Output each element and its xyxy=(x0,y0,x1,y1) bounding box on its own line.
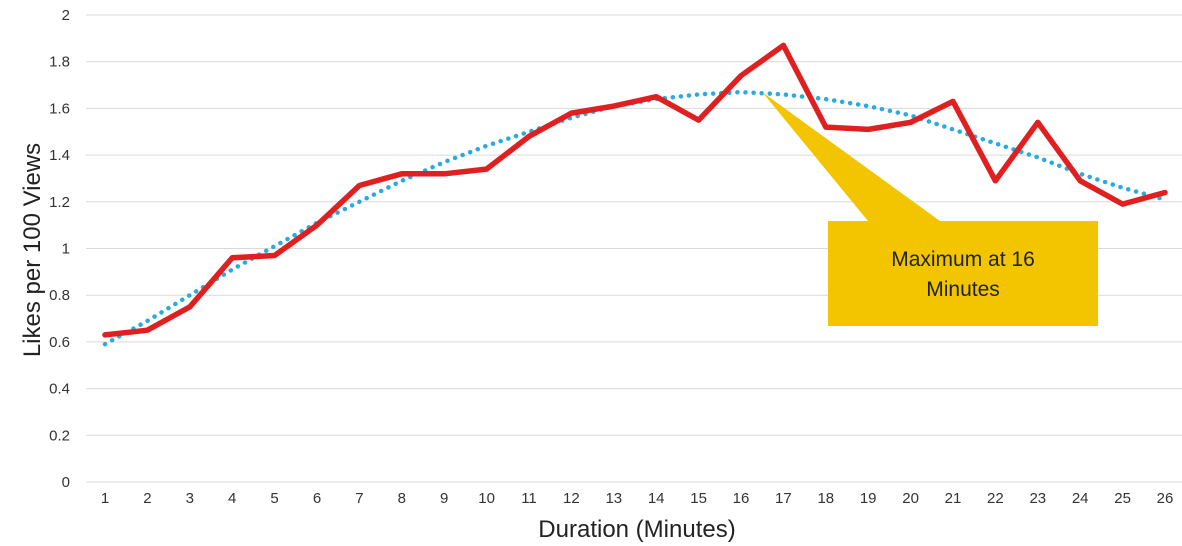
y-tick-label: 1.8 xyxy=(49,54,70,71)
x-tick-label: 21 xyxy=(945,490,962,507)
y-tick-label: 0.8 xyxy=(49,287,70,304)
y-tick-labels: 0 0.2 0.4 0.6 0.8 1 1.2 1.4 1.6 1.8 2 xyxy=(49,7,70,491)
x-tick-label: 3 xyxy=(186,490,194,507)
y-tick-label: 1.6 xyxy=(49,100,70,117)
gridlines xyxy=(86,14,1182,483)
x-axis-title: Duration (Minutes) xyxy=(538,516,735,543)
series-line-solid xyxy=(102,42,1168,338)
y-tick-label: 1.2 xyxy=(49,194,70,211)
y-tick-label: 1.4 xyxy=(49,147,70,164)
y-tick-label: 0.4 xyxy=(49,381,70,398)
y-tick-label: 1 xyxy=(62,241,70,258)
y-tick-label: 0 xyxy=(62,474,70,491)
callout-box xyxy=(828,221,1098,326)
x-tick-label: 11 xyxy=(521,490,537,507)
x-tick-label: 16 xyxy=(733,490,750,507)
x-tick-labels: 1 2 3 4 5 6 7 8 9 10 11 12 13 14 15 16 17 18 19 20 21 22 23 24 2… xyxy=(101,490,1174,507)
annotation-callout: Maximum at 16 Minutes xyxy=(762,92,1098,326)
y-tick-label: 2 xyxy=(62,7,70,24)
x-tick-label: 4 xyxy=(228,490,236,507)
x-tick-label: 19 xyxy=(860,490,877,507)
x-tick-label: 22 xyxy=(987,490,1004,507)
x-tick-label: 10 xyxy=(478,490,495,507)
x-tick-label: 7 xyxy=(355,490,363,507)
x-tick-label: 12 xyxy=(563,490,580,507)
x-tick-label: 2 xyxy=(143,490,151,507)
y-tick-label: 0.6 xyxy=(49,334,70,351)
x-tick-label: 14 xyxy=(648,490,665,507)
x-tick-label: 13 xyxy=(605,490,622,507)
x-tick-label: 20 xyxy=(902,490,919,507)
x-tick-label: 6 xyxy=(313,490,321,507)
x-tick-label: 17 xyxy=(775,490,792,507)
callout-pointer xyxy=(762,92,940,222)
series-group xyxy=(102,42,1168,347)
x-tick-label: 26 xyxy=(1157,490,1174,507)
callout-text-line: Maximum at 16 xyxy=(891,248,1035,271)
x-tick-label: 5 xyxy=(270,490,278,507)
x-tick-label: 1 xyxy=(101,490,109,507)
x-tick-label: 24 xyxy=(1072,490,1089,507)
x-tick-label: 23 xyxy=(1029,490,1046,507)
x-tick-label: 8 xyxy=(398,490,406,507)
callout-text-line: Minutes xyxy=(926,278,1000,301)
y-tick-label: 0.2 xyxy=(49,427,70,444)
x-tick-label: 18 xyxy=(817,490,834,507)
x-tick-label: 15 xyxy=(690,490,707,507)
x-tick-label: 9 xyxy=(440,490,448,507)
x-tick-label: 25 xyxy=(1114,490,1131,507)
y-axis-title: Likes per 100 Views xyxy=(19,143,46,357)
